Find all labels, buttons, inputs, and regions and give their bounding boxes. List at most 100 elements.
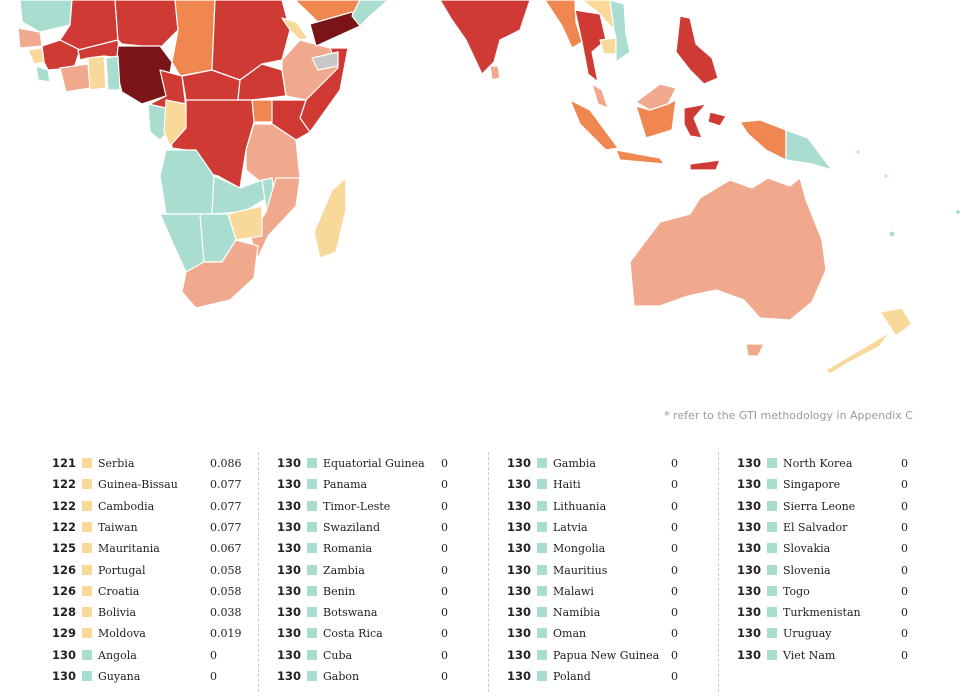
rank: 130 — [736, 498, 761, 513]
country-name: Zambia — [323, 563, 365, 577]
gti-score: 0 — [901, 584, 908, 598]
gti-score: 0 — [210, 670, 217, 683]
rank: 130 — [736, 541, 761, 556]
legend-swatch — [767, 479, 777, 490]
methodology-footnote: * refer to the GTI methodology in Append… — [664, 409, 913, 422]
table-row: 130 Costa Rica 0 — [271, 623, 491, 644]
table-row: 122 Cambodia 0.077 — [46, 496, 266, 517]
gti-score: 0.077 — [210, 499, 242, 513]
gti-score: 0 — [441, 606, 448, 620]
rank: 130 — [506, 626, 531, 641]
ranking-column: 130 Gambia 0 130 Haiti 0 130 Lithuania 0 130 Latvi… — [488, 452, 719, 692]
country-name: Gambia — [553, 457, 596, 470]
table-row: 130 Oman 0 — [501, 623, 721, 644]
gti-score: 0 — [441, 542, 448, 556]
country-name: Equatorial Guinea — [323, 457, 425, 470]
gti-score: 0 — [671, 606, 678, 620]
rank: 122 — [51, 498, 76, 513]
ranking-column: 130 Equatorial Guinea 0 130 Panama 0 130 Timor-… — [258, 452, 489, 692]
country-name: Benin — [323, 584, 356, 598]
legend-swatch — [82, 628, 92, 639]
region-sumatra — [569, 99, 619, 151]
table-row: 130 Singapore 0 — [731, 474, 951, 495]
region-java — [615, 149, 665, 165]
legend-swatch — [82, 500, 92, 511]
region-eritrea — [281, 17, 309, 41]
rank: 130 — [506, 583, 531, 598]
rank: 130 — [276, 519, 301, 534]
table-row: 130 North Korea 0 — [731, 453, 951, 474]
legend-swatch — [767, 543, 777, 554]
rank: 130 — [51, 669, 76, 683]
country-name: Swaziland — [323, 520, 381, 534]
region-borneo-indonesia — [635, 99, 677, 139]
rank: 130 — [506, 647, 531, 662]
gti-score: 0 — [671, 584, 678, 598]
table-row: 130 Benin 0 — [271, 581, 491, 602]
gti-score: 0 — [441, 478, 448, 492]
region-sri-lanka — [489, 65, 501, 81]
rank: 130 — [276, 647, 301, 662]
legend-swatch — [307, 479, 317, 490]
table-row: 130 Turkmenistan 0 — [731, 602, 951, 623]
table-row: 130 El Salvador 0 — [731, 517, 951, 538]
gti-score: 0 — [441, 563, 448, 577]
legend-swatch — [767, 649, 777, 660]
legend-swatch — [307, 458, 317, 468]
table-row: 126 Croatia 0.058 — [46, 581, 266, 602]
legend-swatch — [82, 671, 92, 681]
table-row: 126 Portugal 0.058 — [46, 560, 266, 581]
table-row: 130 Papua New Guinea 0 — [501, 645, 721, 666]
country-name: Slovakia — [783, 542, 831, 556]
gti-score: 0 — [671, 499, 678, 513]
gti-score: 0.019 — [210, 627, 242, 641]
country-name: Sierra Leone — [783, 499, 856, 513]
gti-score: 0 — [901, 648, 908, 662]
country-name: Slovenia — [783, 563, 831, 577]
country-name: Viet Nam — [783, 648, 836, 662]
table-row: 130 Namibia 0 — [501, 602, 721, 623]
table-row: 130 Panama 0 — [271, 474, 491, 495]
country-name: Romania — [323, 542, 373, 556]
country-name: Gabon — [323, 670, 360, 683]
country-name: Serbia — [98, 457, 135, 470]
rank: 130 — [736, 477, 761, 492]
country-name: Panama — [323, 478, 368, 492]
table-row: 130 Zambia 0 — [271, 560, 491, 581]
legend-swatch — [537, 458, 547, 468]
rank: 130 — [51, 647, 76, 662]
table-row: 130 Poland 0 — [501, 666, 721, 687]
rank: 129 — [51, 626, 76, 641]
island-vanuatu — [883, 173, 889, 179]
region-mozambique — [249, 177, 301, 259]
legend-swatch — [307, 607, 317, 618]
table-row: 130 Romania 0 — [271, 538, 491, 559]
country-name: Taiwan — [98, 520, 138, 534]
rank: 130 — [736, 562, 761, 577]
ranking-table: 121 Serbia 0.086 122 Guinea-Bissau 0.077 122 Ca… — [0, 452, 979, 692]
country-name: Guyana — [98, 670, 141, 683]
region-papua-new-guinea — [785, 129, 833, 171]
region-sudan — [211, 0, 291, 81]
region-madagascar — [313, 177, 347, 259]
region-south-africa — [181, 239, 259, 309]
region-benin-togo — [105, 55, 121, 91]
rank: 130 — [506, 605, 531, 620]
gti-score: 0 — [441, 499, 448, 513]
legend-swatch — [767, 564, 777, 575]
gti-score: 0 — [901, 563, 908, 577]
rank: 130 — [276, 626, 301, 641]
gti-score: 0 — [441, 648, 448, 662]
legend-swatch — [307, 671, 317, 681]
country-name: Botswana — [323, 606, 378, 620]
table-row: 130 Equatorial Guinea 0 — [271, 453, 491, 474]
rank: 130 — [276, 562, 301, 577]
table-row: 130 Viet Nam 0 — [731, 645, 951, 666]
island-new-caledonia — [888, 230, 896, 238]
region-cambodia — [599, 37, 617, 55]
rank: 121 — [51, 456, 76, 470]
legend-swatch — [82, 521, 92, 532]
rank: 130 — [736, 647, 761, 662]
country-name: Cuba — [323, 648, 353, 662]
region-borneo-malaysia — [635, 83, 677, 111]
